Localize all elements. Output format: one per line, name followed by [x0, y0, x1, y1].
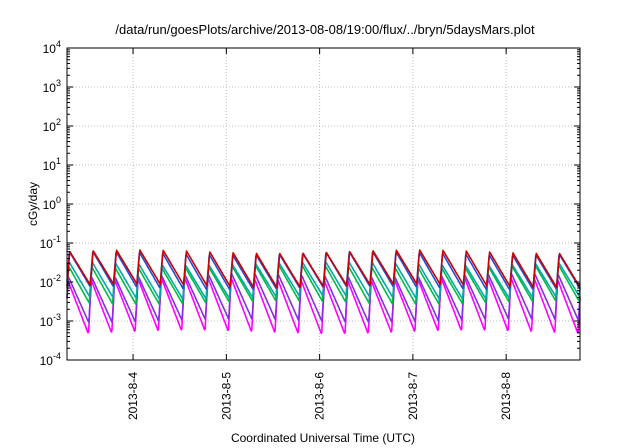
y-tick-label: 10-1: [40, 234, 61, 251]
y-tick-label: 10-3: [40, 312, 61, 329]
y-tick-label: 10-4: [40, 351, 61, 368]
chart-title: /data/run/goesPlots/archive/2013-08-08/1…: [115, 22, 535, 37]
x-axis-label: Coordinated Universal Time (UTC): [231, 431, 415, 445]
y-axis-label: cGy/day: [26, 182, 40, 226]
x-tick-label: 2013-8-4: [126, 372, 140, 420]
grid: [67, 48, 580, 360]
x-tick-label: 2013-8-8: [499, 372, 513, 420]
y-tick-label: 102: [43, 117, 61, 134]
series-line: [66, 249, 581, 289]
x-axis-ticks: 2013-8-4 2013-8-5 2013-8-6 2013-8-7 2013-8-8: [126, 48, 513, 420]
y-tick-label: 10-2: [40, 273, 61, 290]
x-tick-label: 2013-8-6: [313, 372, 327, 420]
x-tick-label: 2013-8-7: [406, 372, 420, 420]
series-layer: [66, 249, 581, 335]
y-tick-label: 104: [43, 39, 61, 56]
series-line: [66, 273, 581, 323]
y-tick-label: 100: [43, 195, 61, 212]
y-tick-label: 103: [43, 78, 61, 95]
y-tick-label: 101: [43, 156, 61, 173]
y-axis-ticks: 10-4 10-3 10-2 10-1 100 101 102 103 104: [40, 39, 580, 368]
x-tick-label: 2013-8-5: [219, 372, 233, 420]
